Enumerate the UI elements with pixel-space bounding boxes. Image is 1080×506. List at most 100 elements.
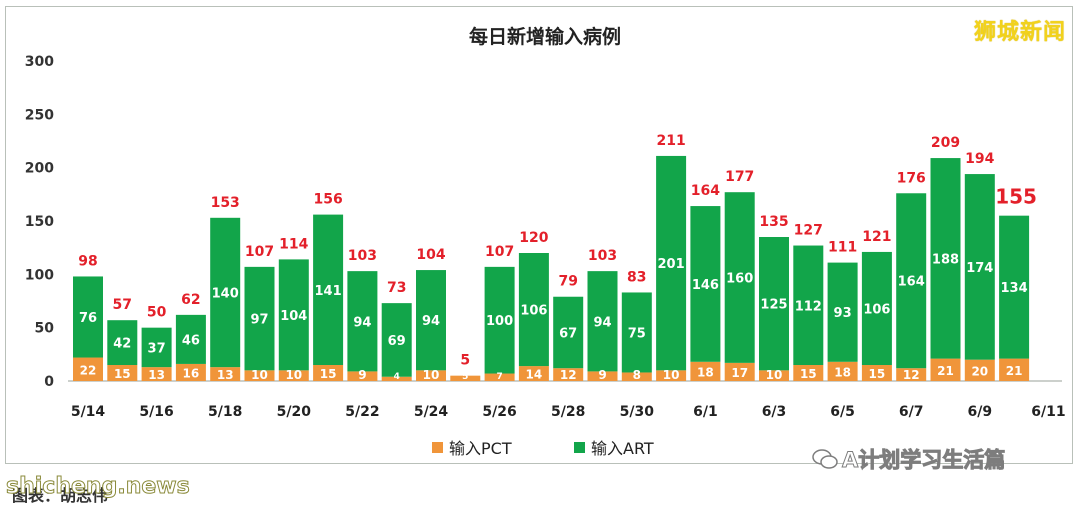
x-tick-label: 5/28 — [551, 404, 585, 420]
data-label-total: 114 — [279, 236, 308, 252]
data-label-total: 62 — [181, 292, 200, 308]
wechat-watermark: A计划学习生活篇 — [812, 444, 1006, 474]
site-watermark: shicheng.news — [6, 474, 191, 500]
data-label-pct: 15 — [114, 367, 131, 381]
bar-pct — [724, 362, 755, 381]
x-tick-label: 6/1 — [693, 404, 718, 420]
data-label-art: 97 — [250, 313, 268, 328]
bar-pct — [381, 376, 412, 381]
bar-art — [690, 206, 721, 362]
data-label-pct: 16 — [183, 366, 200, 380]
bar-art — [416, 270, 446, 371]
legend-label: 输入ART — [591, 439, 654, 458]
bar-art — [964, 174, 995, 360]
x-tick-label: 5/16 — [139, 404, 173, 420]
data-label-art: 94 — [593, 315, 611, 330]
data-label-pct: 15 — [800, 367, 817, 381]
data-label-total: 135 — [759, 214, 788, 230]
legend-label: 输入PCT — [449, 439, 512, 458]
x-tick-label: 6/9 — [967, 404, 992, 420]
bar-art — [107, 320, 138, 365]
data-label-total: 5 — [460, 353, 470, 369]
data-label-art: 37 — [148, 341, 166, 356]
data-label-art: 188 — [932, 252, 959, 267]
bar-art — [484, 266, 515, 374]
x-tick-label: 5/26 — [482, 404, 516, 420]
data-label-total: 83 — [627, 269, 646, 285]
data-label-art: 42 — [113, 337, 131, 352]
bar-art — [656, 155, 687, 371]
bar-art — [278, 259, 309, 371]
data-label-total: 107 — [485, 244, 514, 260]
data-label-pct: 10 — [251, 368, 268, 382]
y-tick-label: 100 — [25, 267, 54, 283]
x-tick-label: 6/3 — [762, 404, 787, 420]
data-label-total: 127 — [794, 223, 823, 239]
legend-swatch — [432, 442, 443, 453]
x-axis: 5/14 5/16 5/18 5/20 5/22 5/24 5/26 5/28 5/30 6/1 6… — [71, 404, 1066, 420]
bar-pct — [930, 358, 961, 381]
data-label-art: 46 — [182, 333, 200, 348]
data-label-art: 141 — [315, 284, 342, 299]
y-tick-label: 0 — [44, 374, 54, 390]
data-label-art: 174 — [966, 261, 993, 276]
x-tick-label: 5/14 — [71, 404, 106, 420]
data-label-total: 98 — [78, 253, 97, 269]
bar-art — [930, 158, 961, 359]
bar-art — [896, 193, 927, 369]
x-tick-label: 5/18 — [208, 404, 242, 420]
data-label-art: 93 — [834, 306, 852, 321]
data-label-total: 211 — [656, 133, 685, 149]
x-tick-label: 5/30 — [620, 404, 655, 420]
data-label-pct: 18 — [834, 365, 851, 379]
data-label-total: 155 — [995, 185, 1037, 209]
brand-watermark: 狮城新闻 — [973, 20, 1066, 45]
wechat-icon — [812, 449, 838, 469]
y-tick-label: 300 — [25, 54, 54, 70]
bar-art — [518, 253, 549, 367]
x-tick-label: 6/11 — [1031, 404, 1065, 420]
data-label-pct: 8 — [633, 368, 641, 382]
bar-art — [553, 296, 584, 369]
data-label-total: 156 — [313, 192, 342, 208]
data-label-art: 94 — [422, 314, 440, 329]
data-label-pct: 13 — [217, 368, 234, 382]
bar-pct — [141, 367, 172, 381]
x-tick-label: 5/22 — [345, 404, 379, 420]
bar-pct — [793, 365, 824, 381]
y-tick-label: 150 — [25, 214, 54, 230]
y-tick-label: 50 — [35, 321, 55, 337]
bar-pct — [450, 375, 481, 381]
bar-pct — [210, 367, 241, 381]
data-label-art: 164 — [898, 275, 925, 290]
data-label-art: 75 — [628, 326, 646, 341]
bar-art — [999, 215, 1030, 359]
data-label-art: 125 — [760, 298, 787, 313]
data-label-art: 146 — [692, 278, 719, 293]
data-label-pct: 20 — [971, 364, 988, 378]
data-label-pct: 15 — [869, 367, 886, 381]
chart-title: 每日新增输入病例 — [469, 25, 621, 48]
chart-caption: 图表：胡志伟 — [12, 486, 109, 505]
data-label-total: 153 — [211, 195, 240, 211]
data-label-pct: 7 — [496, 372, 502, 382]
bar-pct — [73, 357, 103, 381]
bar-art — [793, 245, 824, 365]
data-label-total: 73 — [387, 280, 406, 296]
data-label-art: 106 — [863, 302, 890, 317]
bar-pct — [518, 366, 549, 381]
y-tick-label: 250 — [25, 107, 54, 123]
bar-pct — [827, 361, 858, 381]
data-label-total: 121 — [862, 229, 891, 245]
data-label-total: 194 — [965, 151, 994, 167]
data-label-total: 57 — [113, 297, 132, 313]
data-label-pct: 12 — [903, 368, 920, 382]
bar-pct — [621, 372, 652, 381]
data-label-pct: 9 — [598, 368, 606, 382]
bar-pct — [759, 370, 789, 381]
bar-art — [724, 192, 755, 363]
data-label-total: 209 — [931, 135, 960, 151]
bar-pct — [553, 368, 584, 381]
bar-pct — [416, 370, 446, 381]
